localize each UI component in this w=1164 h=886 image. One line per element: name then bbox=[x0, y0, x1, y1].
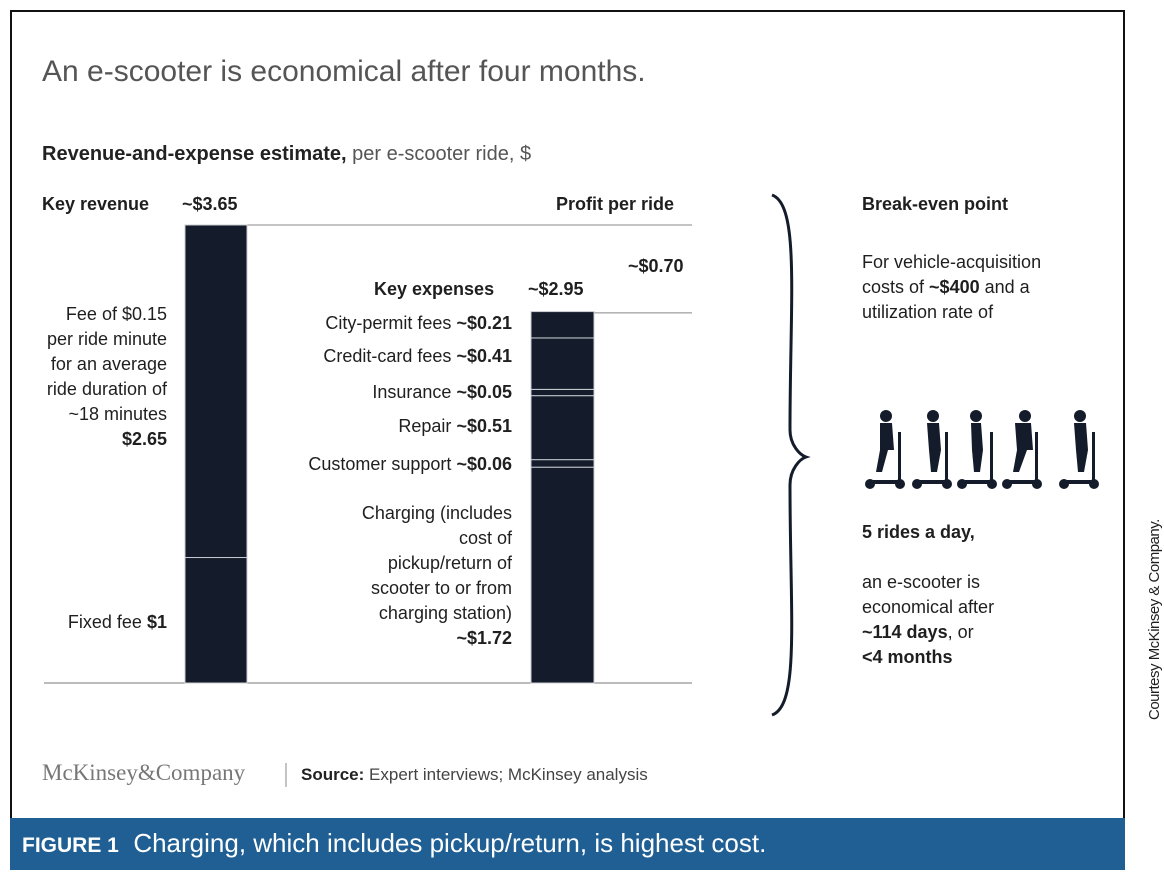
caption: FIGURE 1 Charging, which includes pickup… bbox=[10, 818, 1125, 870]
expenses-segment bbox=[530, 337, 595, 390]
segment-value: ~$0.41 bbox=[456, 346, 512, 366]
segment-name: Credit-card fees bbox=[323, 346, 452, 366]
source-label: Source: bbox=[301, 765, 365, 784]
text: and a utilization rate of bbox=[862, 277, 1030, 322]
revenue-segment bbox=[184, 557, 248, 684]
subtitle-text: per e-scooter ride, $ bbox=[352, 143, 532, 165]
segment-name: City-permit fees bbox=[325, 313, 452, 333]
subtitle-bold: Revenue-and-expense estimate, bbox=[42, 143, 347, 165]
expense-label: City-permit fees ~$0.21 bbox=[212, 311, 512, 336]
rides: 5 rides a day, bbox=[862, 522, 975, 542]
revenue-label: Fixed fee $1 bbox=[37, 610, 167, 635]
segment-value: ~$1.72 bbox=[456, 628, 512, 648]
segment-value: ~$0.51 bbox=[456, 416, 512, 436]
expense-label: Charging (includes cost of pickup/return… bbox=[352, 501, 512, 651]
segment-value: ~$0.06 bbox=[456, 454, 512, 474]
break-even-title: Break-even point bbox=[862, 194, 1009, 214]
segment-name: Fee of $0.15 per ride minute for an aver… bbox=[46, 304, 167, 424]
expense-label: Insurance ~$0.05 bbox=[212, 380, 512, 405]
subtitle: Revenue-and-expense estimate, per e-scoo… bbox=[42, 142, 531, 167]
text: For vehicle-acquisition costs of bbox=[862, 252, 1042, 297]
revenue-segment bbox=[184, 224, 248, 559]
expenses-header: Key expenses bbox=[374, 279, 495, 299]
credit: Courtesy McKinsey & Company. bbox=[1146, 519, 1163, 720]
segment-name: Customer support bbox=[308, 454, 452, 474]
expense-label: Repair ~$0.51 bbox=[212, 414, 512, 439]
expenses-total-label: ~$2.95 bbox=[528, 279, 584, 299]
expenses-segment bbox=[530, 388, 595, 397]
caption-label: FIGURE 1 bbox=[22, 834, 119, 857]
caption-text: Charging, which includes pickup/return, … bbox=[133, 828, 767, 858]
expenses-segment bbox=[530, 459, 595, 468]
text: , or bbox=[947, 622, 974, 642]
brand: McKinsey&Company bbox=[42, 760, 246, 785]
cost: ~$400 bbox=[929, 277, 980, 297]
expense-label: Credit-card fees ~$0.41 bbox=[212, 344, 512, 369]
segment-name: Charging (includes cost of pickup/return… bbox=[361, 503, 512, 623]
expenses-segment bbox=[530, 311, 595, 339]
expense-label: Customer support ~$0.06 bbox=[212, 452, 512, 477]
months: <4 months bbox=[862, 647, 953, 667]
segment-name: Repair bbox=[398, 416, 452, 436]
segment-name: Fixed fee bbox=[67, 612, 142, 632]
revenue-total-label: ~$3.65 bbox=[182, 194, 238, 214]
source: Source: Expert interviews; McKinsey anal… bbox=[301, 762, 648, 787]
segment-value: ~$0.21 bbox=[456, 313, 512, 333]
profit-header: Profit per ride bbox=[556, 194, 675, 214]
break-even-text: For vehicle-acquisition costs of ~$400 a… bbox=[862, 250, 1082, 325]
brace bbox=[771, 193, 811, 717]
segment-name: Insurance bbox=[372, 382, 452, 402]
days: ~114 days bbox=[862, 622, 948, 642]
revenue-label: Fee of $0.15 per ride minute for an aver… bbox=[37, 302, 167, 452]
scooter-riders bbox=[865, 410, 1099, 489]
break-even-result: an e-scooter is economical after ~114 da… bbox=[862, 570, 1037, 670]
chart-title: An e-scooter is economical after four mo… bbox=[42, 55, 646, 88]
segment-value: $1 bbox=[146, 612, 167, 632]
expenses-segment bbox=[530, 466, 595, 684]
revenue-header: Key revenue bbox=[42, 194, 150, 214]
segment-value: ~$0.05 bbox=[456, 382, 512, 402]
profit-value-label: ~$0.70 bbox=[628, 256, 684, 276]
segment-value: $2.65 bbox=[121, 429, 167, 449]
expenses-segment bbox=[530, 395, 595, 461]
text: an e-scooter is economical after bbox=[862, 572, 995, 617]
source-text: Expert interviews; McKinsey analysis bbox=[369, 765, 648, 784]
